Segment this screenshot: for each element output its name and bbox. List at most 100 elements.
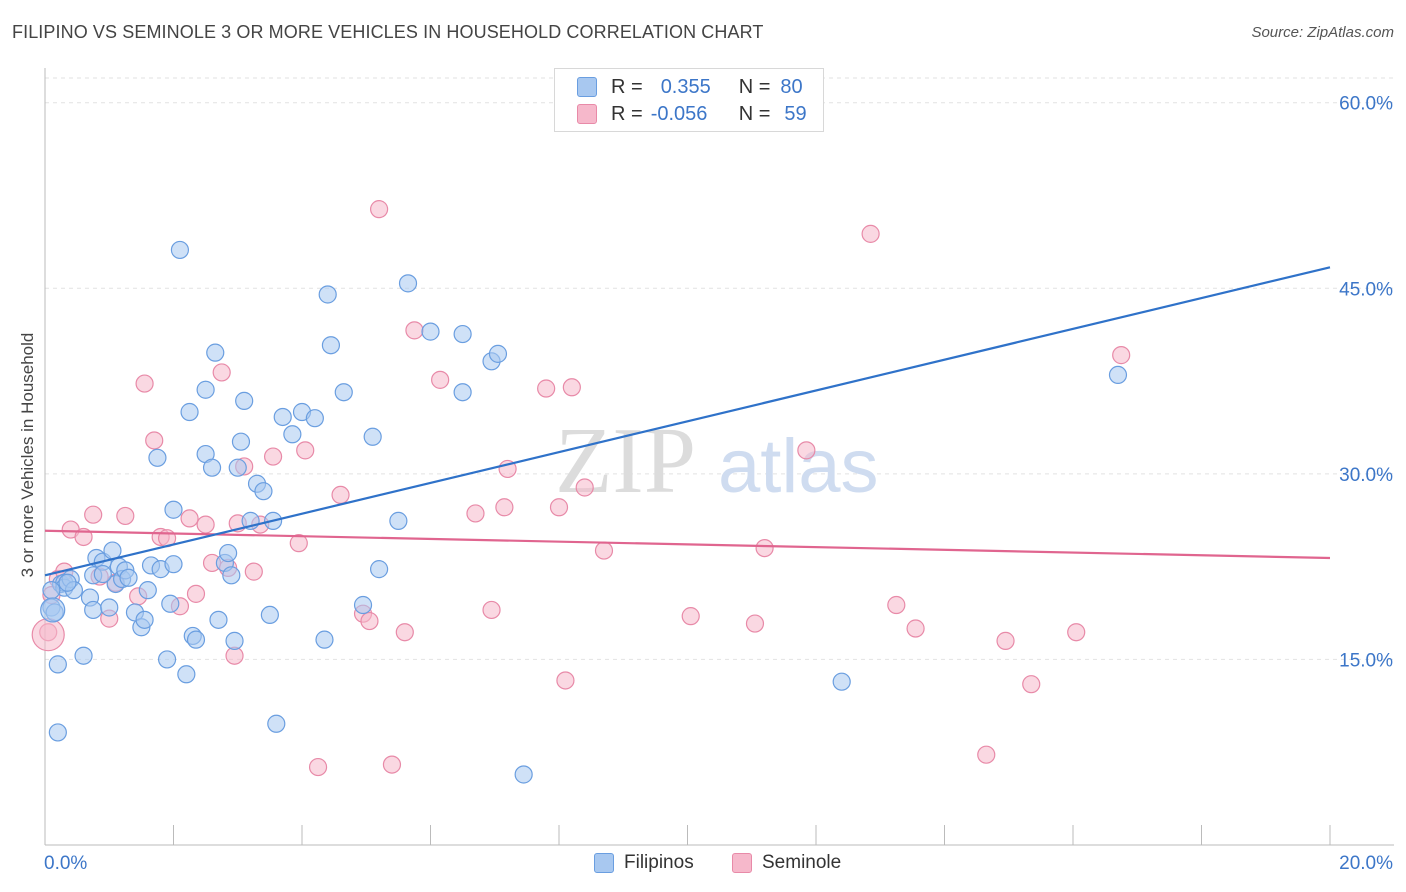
filipinos-point (219, 543, 238, 563)
y-tick-label: 60.0% (1339, 94, 1393, 115)
seminole-trend-line (44, 529, 1331, 560)
x-tick-label: 20.0% (1339, 853, 1393, 874)
seminole-point (1112, 346, 1131, 365)
filipinos-point (170, 240, 190, 260)
filipinos-point (222, 566, 241, 585)
seminole-point (797, 441, 816, 460)
seminole-point (1067, 623, 1086, 642)
n-value: 80 (780, 75, 803, 98)
y-tick-label: 15.0% (1339, 650, 1393, 671)
seminole-point (116, 506, 135, 526)
filipinos-point (260, 605, 279, 625)
filipinos-point (135, 610, 154, 629)
seminole-point (196, 515, 215, 534)
filipinos-point (318, 285, 337, 304)
watermark-zip: ZIP (555, 409, 696, 513)
filipinos-point (254, 482, 273, 501)
chart-title: FILIPINO VS SEMINOLE 3 OR MORE VEHICLES … (12, 22, 764, 42)
series-legend: Filipinos Seminole (0, 852, 1406, 878)
filipinos-point (100, 598, 119, 617)
seminole-point (263, 447, 283, 466)
axes (44, 68, 1394, 846)
seminole-point (145, 431, 164, 450)
seminole-point (556, 671, 575, 690)
filipinos-point (235, 391, 254, 410)
stats-legend: R = 0.355 N = 80 R = -0.056 N = 59 (554, 68, 824, 132)
seminole-point (180, 509, 199, 528)
filipinos-point (488, 344, 508, 363)
seminole-point (84, 505, 103, 524)
seminole-point (186, 584, 206, 603)
stats-row-seminole: R = -0.056 N = 59 (577, 102, 807, 126)
filipinos-point (48, 723, 67, 742)
seminole-point (308, 757, 328, 777)
seminole-point (331, 485, 350, 505)
filipinos-point (453, 383, 472, 402)
filipinos-point (832, 672, 851, 691)
seminole-point (562, 378, 581, 397)
seminole-point (244, 562, 263, 581)
filipinos-point (363, 427, 382, 446)
seminole-point (745, 614, 765, 633)
seminole-point (977, 745, 996, 764)
filipinos-point (103, 541, 122, 560)
filipinos-point (305, 409, 324, 428)
seminole-point (466, 504, 485, 523)
filipinos-point (353, 595, 373, 615)
seminole-point (594, 541, 614, 560)
legend-item-seminole: Seminole (732, 852, 841, 874)
filipinos-point (267, 714, 286, 733)
filipinos-point (148, 448, 167, 467)
filipinos-trend-line (44, 266, 1331, 577)
seminole-point (431, 370, 450, 389)
axis-ticks: 15.0% 30.0% 45.0% 60.0% 0.0% 20.0% (44, 94, 1393, 874)
seminole-swatch (732, 853, 752, 873)
trend-lines (44, 266, 1331, 577)
seminole-point (681, 607, 700, 626)
seminole-point (289, 534, 308, 553)
seminole-point (382, 755, 402, 774)
filipinos-point (202, 458, 222, 477)
seminole-point (537, 379, 556, 398)
filipinos-point (273, 407, 292, 427)
filipinos-point (180, 402, 199, 422)
filipinos-point (398, 274, 418, 293)
filipinos-point (48, 655, 67, 674)
filipinos-point (389, 511, 408, 530)
filipinos-point (334, 383, 353, 402)
filipinos-point (74, 646, 93, 665)
seminole-point (495, 498, 514, 517)
filipinos-point (283, 425, 302, 444)
watermark-atlas: atlas (718, 424, 879, 509)
filipinos-point (93, 564, 112, 584)
filipinos-point (228, 458, 247, 477)
filipinos-point (225, 631, 244, 650)
filipinos-point (84, 600, 103, 620)
filipinos-point (209, 610, 228, 629)
filipinos-swatch (594, 853, 614, 873)
seminole-points (31, 200, 1131, 777)
n-label: N = (738, 75, 771, 98)
watermark: ZIP atlas (555, 409, 879, 513)
filipinos-point (453, 324, 472, 344)
seminole-point (861, 224, 880, 243)
x-tick-label: 0.0% (44, 853, 87, 874)
seminole-point (212, 363, 231, 382)
filipinos-swatch (577, 77, 597, 97)
seminole-point (135, 374, 154, 393)
filipinos-point (164, 500, 183, 519)
r-label: R = (611, 102, 643, 125)
legend-label-seminole: Seminole (762, 852, 842, 873)
filipinos-point (177, 665, 196, 684)
filipinos-point (1108, 365, 1128, 385)
filipinos-point (206, 343, 225, 362)
seminole-point (906, 619, 925, 638)
seminole-point (755, 538, 774, 558)
seminole-point (482, 600, 501, 620)
filipinos-point (514, 765, 533, 784)
legend-item-filipinos: Filipinos (594, 852, 694, 874)
filipinos-point (42, 581, 61, 600)
filipinos-point (321, 336, 341, 355)
legend-label-filipinos: Filipinos (624, 852, 694, 873)
